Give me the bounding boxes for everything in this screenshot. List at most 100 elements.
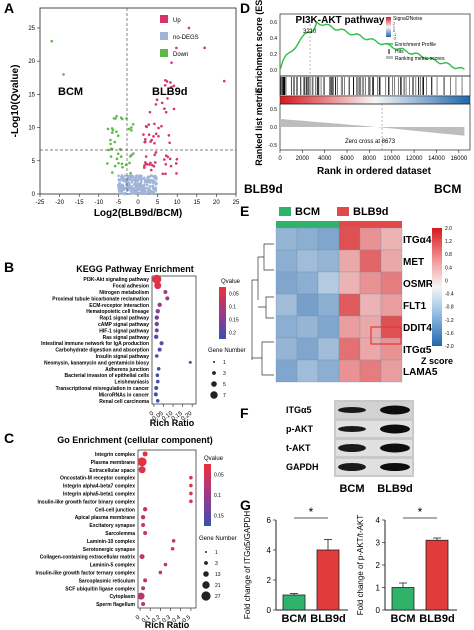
kegg-dots xyxy=(152,274,192,403)
heatmap-gene-label: ITGα4 xyxy=(403,235,432,246)
gsea-es-ylabel: Enrichment score (ES) xyxy=(254,0,264,93)
kegg-xlabel: Rich Ratio xyxy=(150,418,195,428)
heatmap-cell xyxy=(296,293,319,317)
volcano-points xyxy=(50,26,226,196)
go-dot xyxy=(139,554,145,560)
gsea-rank-colorstrip xyxy=(279,95,471,105)
zscore-tick-label: -0.8 xyxy=(445,305,454,311)
gsea-right-group: BCM xyxy=(434,182,461,196)
kegg-xticks: 00.050.100.150.20 xyxy=(149,404,194,422)
bar-chart-pakt: 0 1 2 3 4 BCM BLB9d * Fold change of p-AKT/t-AKT xyxy=(356,505,457,625)
kegg-pathway-label: HIF-1 signal pathway xyxy=(99,328,149,334)
volcano-right-group: BLB9d xyxy=(152,86,187,98)
bar-category-label: BLB9d xyxy=(310,613,345,625)
volcano-point-nodegs xyxy=(141,188,145,191)
volcano-point-nodegs xyxy=(121,175,125,179)
heatmap-gene-label: LAMA5 xyxy=(403,367,438,378)
go-term-label: Sarcolemma xyxy=(105,531,135,537)
volcano-frame xyxy=(39,7,237,195)
xtick-label: 0.10 xyxy=(161,410,175,422)
bar-ytick-label: 3 xyxy=(376,539,381,548)
signal2noise-ticks: 210-1-2 xyxy=(393,22,396,40)
volcano-point-nodegs xyxy=(129,175,132,179)
western-blot-labels: ITGα5 p-AKT t-AKT GAPDH xyxy=(286,405,319,472)
volcano-point-up xyxy=(161,172,165,176)
qvalue-tick-label: 0.05 xyxy=(214,472,224,478)
kegg-dot xyxy=(155,309,160,314)
volcano-point-nodegs xyxy=(148,186,151,189)
volcano-point-down xyxy=(111,171,114,174)
volcano-point-nodegs xyxy=(146,176,149,180)
group-bcm-swatch xyxy=(279,207,291,216)
volcano-point-up xyxy=(143,164,146,167)
volcano-ytick-label: 10 xyxy=(28,126,35,132)
gsea-title: PI3K-AKT pathway xyxy=(296,15,385,26)
go-dot xyxy=(189,499,193,504)
volcano-point-up xyxy=(172,84,176,88)
volcano-point-down xyxy=(117,161,120,165)
blot-band-blb9d xyxy=(380,424,410,434)
volcano-xticks: -25 -20 -15 -10 -5 0 5 10 15 20 25 xyxy=(36,194,240,206)
go-dot xyxy=(137,592,145,600)
volcano-xtick-label: 0 xyxy=(136,200,140,206)
heatmap-cell xyxy=(380,337,403,361)
volcano-point-down xyxy=(116,152,120,156)
go-dot xyxy=(158,570,163,575)
signal2noise-title: Signal2Noise xyxy=(393,16,423,22)
gene-number-dot xyxy=(204,561,208,565)
kegg-qvalue-colorbar xyxy=(219,287,226,339)
go-term-label: Integrin alpha5-beta1 complex xyxy=(63,491,135,497)
gsea-xtick-label: 16000 xyxy=(450,156,467,162)
gene-number-label: 21 xyxy=(215,583,221,589)
kegg-pathway-label: Rap1 signal pathway xyxy=(100,316,150,322)
heatmap-cell xyxy=(359,359,382,383)
volcano-point-up xyxy=(150,163,154,167)
kegg-pathway-label: Focal adhesion xyxy=(113,284,149,290)
go-dot xyxy=(138,466,146,474)
go-term-label: Excitatory synapse xyxy=(89,523,135,529)
gene-number-dot xyxy=(202,581,210,589)
go-term-label: Apical plasma membrane xyxy=(75,515,136,521)
kegg-pathway-label: Transcriptional misregulation in cancer xyxy=(56,386,149,392)
gene-number-dot xyxy=(212,371,216,375)
bar-category-label: BCM xyxy=(281,613,306,625)
zscore-ticks: 2.0 1.2 0.8 0.4 0 -0.4 -0.8 -1.2 -1.6 -2.0 xyxy=(445,226,454,350)
volcano-point-nodegs xyxy=(123,174,127,177)
blot-band-bcm xyxy=(338,463,366,471)
volcano-point-down xyxy=(125,117,128,120)
heatmap-cell xyxy=(296,315,319,339)
volcano-point-nodegs xyxy=(146,188,150,192)
kegg-pathway-label: cAMP signal pathway xyxy=(98,322,149,328)
blot-row-label: ITGα5 xyxy=(286,405,312,415)
volcano-point-nodegs xyxy=(133,179,137,183)
volcano-point-up xyxy=(166,155,170,159)
heatmap-cell xyxy=(380,359,403,383)
volcano-point-down xyxy=(106,162,109,165)
bar-ytick-label: 4 xyxy=(267,546,272,555)
volcano-point-nodegs xyxy=(144,179,148,183)
volcano-point-nodegs xyxy=(117,174,120,178)
gene-number-label: 5 xyxy=(223,382,226,388)
kegg-qvalue-ticks: 0.05 0.1 0.15 0.2 xyxy=(229,292,239,337)
significance-marker: * xyxy=(309,505,314,519)
volcano-point-down xyxy=(113,164,117,168)
gsea-xtick-label: 14000 xyxy=(428,156,445,162)
heatmap-cell xyxy=(296,359,319,383)
heatmap-cell xyxy=(338,271,361,295)
go-dot xyxy=(189,475,193,480)
blot-row-label: p-AKT xyxy=(286,424,313,434)
signal2noise-tick: -2 xyxy=(393,36,396,40)
kegg-pathway-label: Intestinal immune network for IgA produc… xyxy=(41,341,149,347)
gsea-xtick-label: 4000 xyxy=(318,156,332,162)
heatmap-cell xyxy=(338,227,361,251)
gsea-es-tick-label: 0.2 xyxy=(270,52,277,58)
gene-number-label: 3 xyxy=(223,371,226,377)
heatmap-gene-labels: ITGα4 MET OSMR FLT1 DDIT4 ITGα5 LAMA5 xyxy=(403,235,438,378)
kegg-dot xyxy=(165,296,170,301)
go-dot xyxy=(171,539,176,543)
go-dot xyxy=(140,514,146,520)
gsea-metric-tick-label: 0.5 xyxy=(270,107,277,113)
go-term-label: Oncostatin-M receptor complex xyxy=(60,476,135,482)
volcano-point-up xyxy=(160,101,164,105)
volcano-point-up xyxy=(169,81,172,84)
